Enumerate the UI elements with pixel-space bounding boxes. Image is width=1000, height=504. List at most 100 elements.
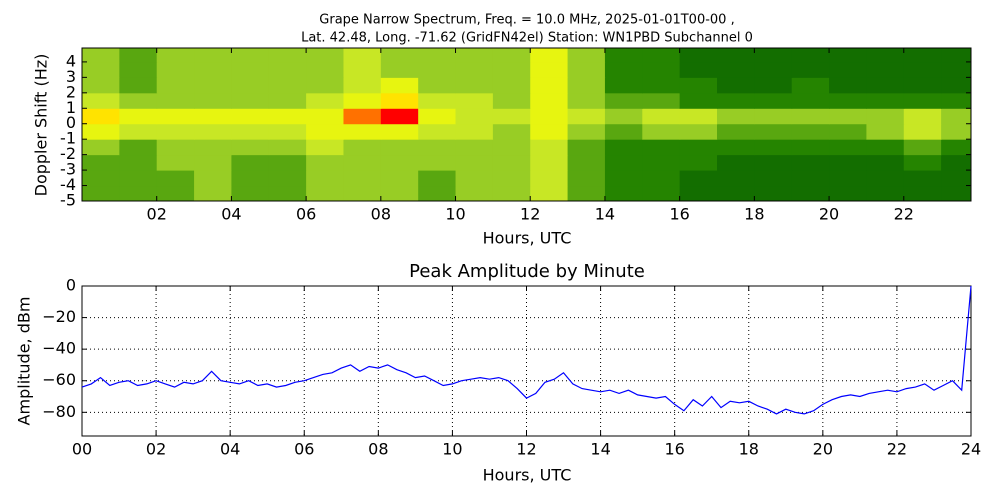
heatmap-cell [82,139,120,156]
heatmap-cell [717,170,755,187]
heatmap-cell [829,77,867,94]
heatmap-cell [418,61,457,78]
heatmap-cell [717,123,755,140]
heatmap-cell [82,61,120,78]
x-tick-label: 14 [595,205,615,224]
heatmap-cell [455,108,494,125]
heatmap-cell [754,154,793,171]
heatmap-cell [194,61,232,78]
x-axis-label: Hours, UTC [483,229,572,248]
data-line [81,285,972,415]
heatmap-cell [642,108,681,125]
heatmap-cell [941,123,972,140]
heatmap-cell [567,185,606,202]
heatmap-cell [380,48,419,63]
y-tick-label: −20 [42,307,76,326]
heatmap-cell [567,170,606,187]
heatmap-cell [679,61,718,78]
heatmap-cell [754,48,793,63]
heatmap-cell [156,154,195,171]
heatmap-cell [343,154,382,171]
y-axis-label: Amplitude, dBm [15,297,34,426]
heatmap-cell [306,108,344,125]
heatmap-cell [530,170,569,187]
heatmap-cell [903,154,942,171]
heatmap-cell [418,48,457,63]
heatmap-cell [306,139,344,156]
heatmap-cell [679,185,718,202]
y-tick-label: 0 [66,113,76,132]
heatmap-cell [941,77,972,94]
heatmap-cell [530,92,569,109]
heatmap-cell [268,185,307,202]
heatmap-cell [194,139,232,156]
heatmap-cell [156,61,195,78]
heatmap-cell [343,48,382,63]
heatmap-cell [492,123,531,140]
heatmap-cell [791,108,830,125]
heatmap-cell [492,61,531,78]
heatmap-cell [306,185,344,202]
chart-subtitle: Lat. 42.48, Long. -71.62 (GridFN42el) St… [301,31,753,46]
heatmap-cell [231,92,270,109]
heatmap-cell [530,48,569,63]
heatmap-cell [306,170,344,187]
heatmap-cell [567,48,606,63]
heatmap-cell [455,139,494,156]
heatmap-cell [455,154,494,171]
y-axis-label: Doppler Shift (Hz) [32,54,51,197]
heatmap-cell [679,139,718,156]
heatmap-cell [306,61,344,78]
x-tick-label: 02 [147,205,167,224]
heatmap-cell [455,123,494,140]
heatmap-cell [306,92,344,109]
heatmap-cell [82,77,120,94]
x-tick-label: 16 [669,205,689,224]
heatmap-cell [194,154,232,171]
heatmap-cell [380,185,419,202]
heatmap-cell [455,48,494,63]
heatmap-cell [679,108,718,125]
heatmap-cell [941,139,972,156]
heatmap-cell [380,170,419,187]
y-tick-label: -5 [60,191,76,210]
heatmap-cell [679,77,718,94]
heatmap-cell [455,185,494,202]
heatmap-cell [903,139,942,156]
heatmap-cell [604,61,643,78]
heatmap-cell [866,185,905,202]
heatmap-cell [717,61,755,78]
heatmap-cell [679,154,718,171]
heatmap-cell [903,61,942,78]
y-tick-label: 2 [66,82,76,101]
heatmap-cell [604,139,643,156]
x-tick-label: 12 [520,205,540,224]
heatmap-cell [941,48,972,63]
heatmap-cell [717,92,755,109]
x-tick-label: 22 [894,205,914,224]
chart-title: Grape Narrow Spectrum, Freq. = 10.0 MHz,… [319,13,734,28]
heatmap-cell [791,170,830,187]
heatmap-cell [903,48,942,63]
heatmap-cell [194,48,232,63]
heatmap-cell [119,185,158,202]
heatmap-cell [194,108,232,125]
heatmap-cell [492,92,531,109]
heatmap-cell [82,108,120,125]
heatmap-cell [194,77,232,94]
heatmap-cell [418,123,457,140]
heatmap-cell [829,139,867,156]
heatmap-cell [343,185,382,202]
heatmap-cell [343,139,382,156]
heatmap-cell [455,61,494,78]
heatmap-cell [119,154,158,171]
heatmap-cell [717,48,755,63]
heatmap-cell [941,108,972,125]
heatmap-cell [492,48,531,63]
heatmap-cell [156,123,195,140]
heatmap-cell [941,185,972,202]
x-tick-label: 08 [368,440,388,459]
heatmap-cell [343,77,382,94]
heatmap-cell [829,170,867,187]
heatmap-cell [455,92,494,109]
